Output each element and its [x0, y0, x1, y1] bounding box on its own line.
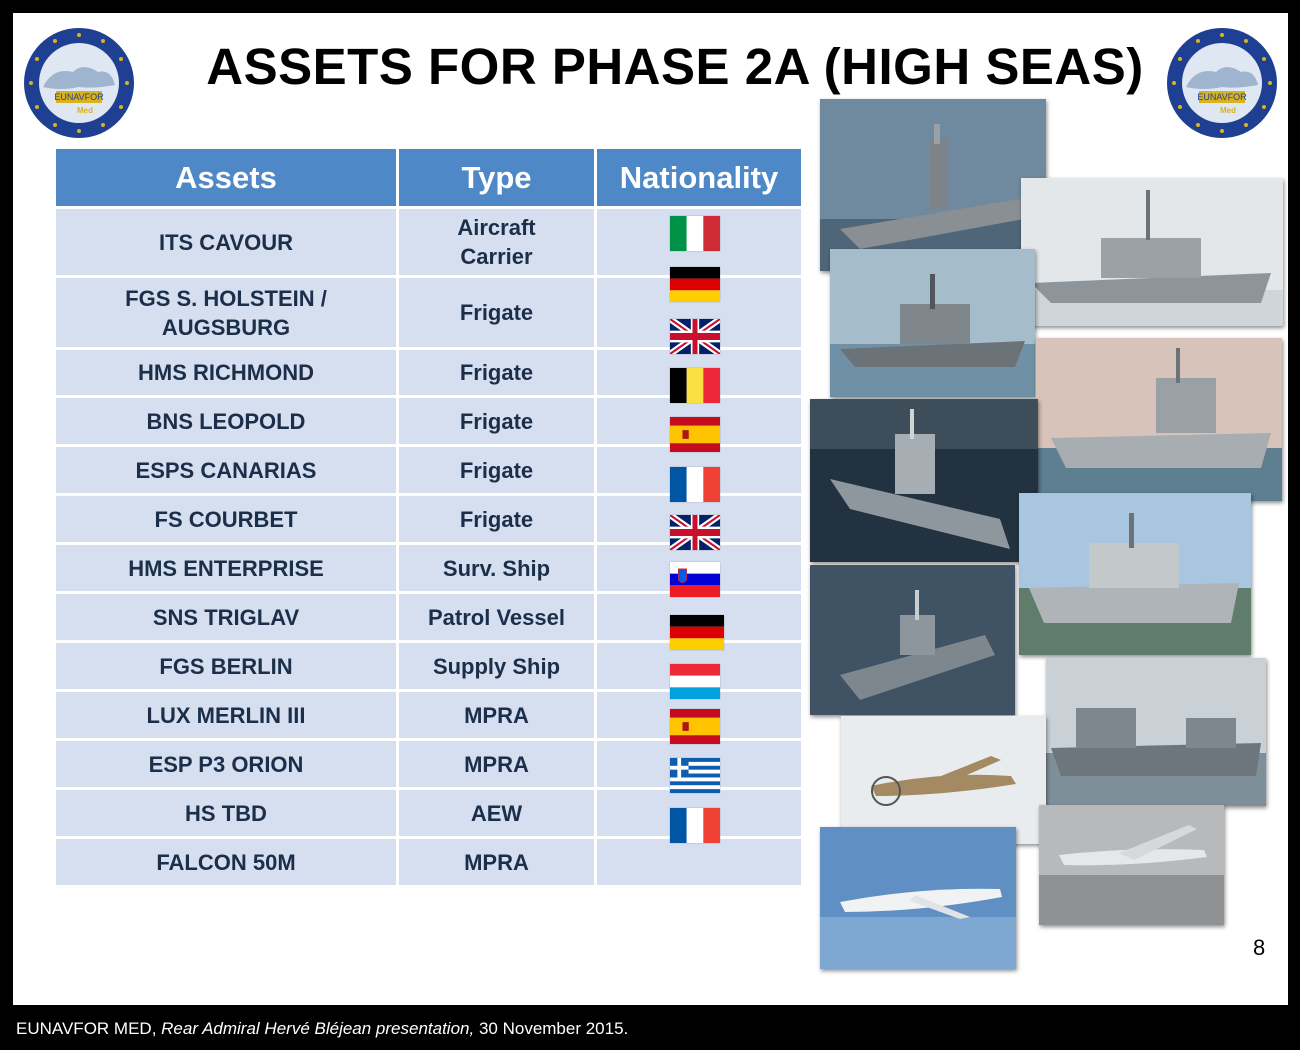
patrol-vessel-photo	[810, 565, 1015, 715]
svg-text:Med: Med	[1220, 106, 1236, 115]
asset-cell: SNS TRIGLAV	[56, 594, 396, 640]
table-row: ESPS CANARIAS Frigate	[56, 447, 801, 493]
supply-ship-photo	[1046, 658, 1266, 806]
p3-orion-aircraft-photo	[1039, 805, 1224, 925]
svg-text:EUNAVFOR: EUNAVFOR	[1197, 92, 1247, 102]
france-flag-icon	[670, 467, 720, 502]
asset-cell: ITS CAVOUR	[56, 209, 396, 275]
france-flag-icon	[670, 808, 720, 843]
table-row: BNS LEOPOLD Frigate	[56, 398, 801, 444]
type-cell: Patrol Vessel	[399, 594, 594, 640]
type-cell: Frigate	[399, 398, 594, 444]
footer-org: EUNAVFOR MED,	[16, 1019, 162, 1038]
table-row: HMS RICHMOND Frigate	[56, 350, 801, 395]
united-kingdom-flag-icon	[670, 319, 720, 354]
column-header-type: Type	[399, 149, 594, 206]
belgium-flag-icon	[670, 368, 720, 403]
italy-flag-icon	[670, 216, 720, 251]
table-row: HS TBD AEW	[56, 790, 801, 836]
asset-cell: FGS S. HOLSTEIN / AUGSBURG	[56, 278, 396, 347]
slide-title: ASSETS FOR PHASE 2A (HIGH SEAS)	[206, 38, 1144, 95]
frigate-photo	[1036, 338, 1282, 501]
luxembourg-flag-icon	[670, 664, 720, 699]
asset-cell: HMS RICHMOND	[56, 350, 396, 395]
type-cell: AEW	[399, 790, 594, 836]
asset-cell: FGS BERLIN	[56, 643, 396, 689]
united-kingdom-flag-icon	[670, 515, 720, 550]
frigate-photo	[810, 399, 1038, 562]
asset-cell: LUX MERLIN III	[56, 692, 396, 738]
maritime-patrol-aircraft-photo	[841, 716, 1046, 844]
column-header-nationality: Nationality	[597, 149, 801, 206]
asset-cell: HS TBD	[56, 790, 396, 836]
type-cell: Frigate	[399, 447, 594, 493]
page-number: 8	[1253, 935, 1266, 960]
eunavfor-logo-left: EUNAVFOR Med	[23, 27, 135, 139]
svg-text:Med: Med	[77, 106, 93, 115]
asset-cell: BNS LEOPOLD	[56, 398, 396, 444]
type-cell: MPRA	[399, 692, 594, 738]
table-row: ITS CAVOUR Aircraft Carrier	[56, 209, 801, 275]
frigate-photo	[1021, 178, 1283, 326]
type-cell: Frigate	[399, 278, 594, 347]
aircraft-carrier-photo	[820, 99, 1046, 271]
table-row: FGS BERLIN Supply Ship	[56, 643, 801, 689]
type-cell: MPRA	[399, 741, 594, 787]
type-cell: Frigate	[399, 496, 594, 542]
type-cell: Aircraft Carrier	[399, 209, 594, 275]
table-row: FGS S. HOLSTEIN / AUGSBURG Frigate	[56, 278, 801, 347]
footer-presentation: Rear Admiral Hervé Bléjean presentation,	[161, 1019, 475, 1038]
slide: EUNAVFOR Med ASSETS FOR PHASE 2A (HIGH S…	[13, 13, 1288, 1005]
svg-text:EUNAVFOR: EUNAVFOR	[54, 92, 104, 102]
nationality-cell	[597, 839, 801, 885]
table-header-row: Assets Type Nationality	[56, 149, 801, 206]
type-cell: Frigate	[399, 350, 594, 395]
asset-cell: ESPS CANARIAS	[56, 447, 396, 493]
greece-flag-icon	[670, 758, 720, 793]
asset-cell: FALCON 50M	[56, 839, 396, 885]
type-cell: Surv. Ship	[399, 545, 594, 591]
eunavfor-logo-right: EUNAVFOR Med	[1166, 27, 1278, 139]
footer-citation: EUNAVFOR MED, Rear Admiral Hervé Bléjean…	[16, 1019, 628, 1039]
germany-flag-icon	[670, 267, 720, 302]
asset-cell: HMS ENTERPRISE	[56, 545, 396, 591]
spain-flag-icon	[670, 417, 720, 452]
type-cell: Supply Ship	[399, 643, 594, 689]
table-row: FALCON 50M MPRA	[56, 839, 801, 885]
asset-cell: FS COURBET	[56, 496, 396, 542]
spain-flag-icon	[670, 709, 720, 744]
asset-cell: ESP P3 ORION	[56, 741, 396, 787]
footer-date: 30 November 2015.	[474, 1019, 629, 1038]
frigate-photo	[830, 249, 1035, 397]
falcon-50-jet-photo	[820, 827, 1016, 969]
germany-flag-icon	[670, 615, 724, 650]
type-cell: MPRA	[399, 839, 594, 885]
table-row: LUX MERLIN III MPRA	[56, 692, 801, 738]
slovenia-flag-icon	[670, 562, 720, 597]
column-header-assets: Assets	[56, 149, 396, 206]
survey-ship-photo	[1019, 493, 1251, 655]
